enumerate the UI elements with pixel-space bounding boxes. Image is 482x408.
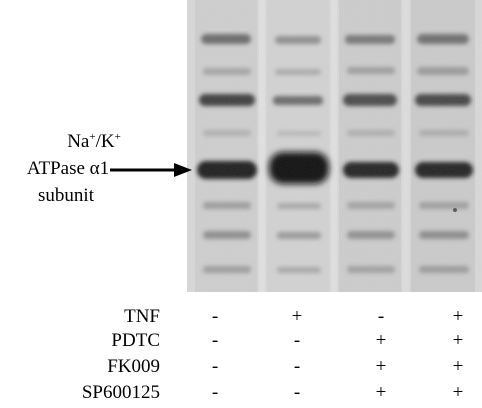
cell-sp600125-lane1: - [211,382,219,403]
cell-fk009-lane1: - [211,356,219,377]
arrow-right-icon [110,163,192,177]
cell-tnf-lane2: + [291,306,303,327]
row-label-pdtc: PDTC [111,330,160,351]
cell-fk009-lane3: + [375,356,387,377]
row-label-sp600125: SP600125 [81,382,160,403]
cell-sp600125-lane4: + [452,382,464,403]
protein-label: Na+/K+ ATPase α1 subunit [8,128,180,209]
cell-pdtc-lane2: - [293,330,301,351]
row-label-fk009: FK009 [107,356,160,377]
protein-label-line2: ATPase α1 [26,158,110,179]
row-label-tnf: TNF [124,306,160,327]
cell-tnf-lane3: - [377,306,385,327]
western-blot-image [187,0,482,292]
cell-fk009-lane2: - [293,356,301,377]
cell-pdtc-lane1: - [211,330,219,351]
cell-sp600125-lane2: - [293,382,301,403]
protein-label-line1: Na+/K+ [67,131,121,152]
cell-pdtc-lane3: + [375,330,387,351]
cell-sp600125-lane3: + [375,382,387,403]
cell-fk009-lane4: + [452,356,464,377]
cell-pdtc-lane4: + [452,330,464,351]
cell-tnf-lane4: + [452,306,464,327]
cell-tnf-lane1: - [211,306,219,327]
protein-label-line3: subunit [38,185,94,206]
